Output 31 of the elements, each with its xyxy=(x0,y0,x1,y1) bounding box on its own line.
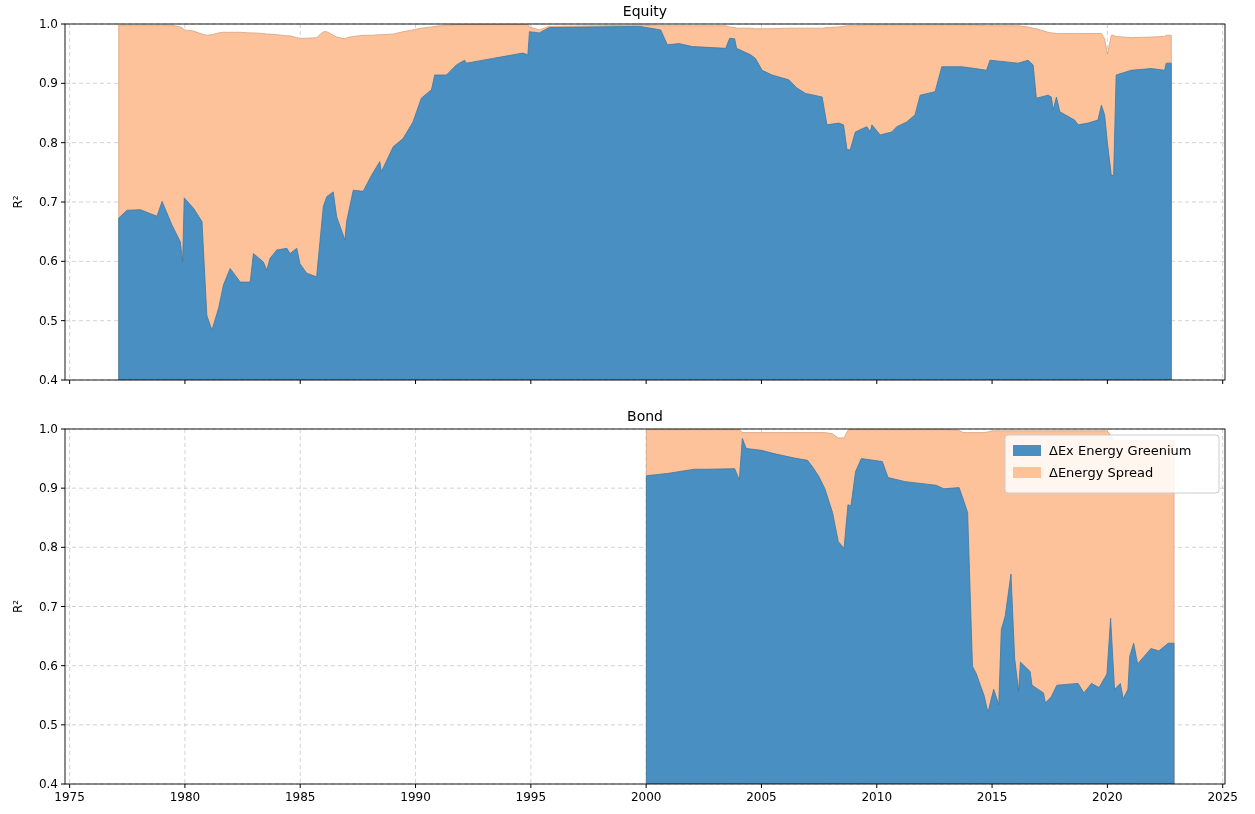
chart-title: Equity xyxy=(622,3,668,19)
y-tick-label: 1.0 xyxy=(38,17,58,31)
x-tick-label: 1985 xyxy=(284,790,316,804)
y-tick-label: 0.5 xyxy=(38,717,58,732)
x-tick-label: 1980 xyxy=(169,790,201,804)
x-tick-label: 2005 xyxy=(746,790,777,804)
y-tick-label: 0.4 xyxy=(38,373,58,387)
x-tick-label: 2020 xyxy=(1092,790,1123,804)
y-tick-label: 0.9 xyxy=(38,76,58,91)
y-axis-title: R² xyxy=(11,599,25,614)
x-tick-label: 2015 xyxy=(976,790,1008,804)
x-tick-label: 1995 xyxy=(515,790,547,804)
series-label: ΔEnergy Spread xyxy=(1049,465,1154,480)
x-tick-label: 2000 xyxy=(630,790,662,804)
y-tick-label: 0.6 xyxy=(38,254,58,269)
x-tick-label: 1990 xyxy=(400,790,431,804)
x-tick-label: 1975 xyxy=(54,790,85,804)
y-tick-label: 0.7 xyxy=(38,599,58,614)
y-tick-label: 0.7 xyxy=(38,195,58,209)
legend-label: ΔEx Energy Greenium xyxy=(1049,443,1192,458)
y-tick-label: 0.8 xyxy=(38,540,58,555)
y-tick-label: 1.0 xyxy=(38,422,58,436)
y-tick-label: 0.4 xyxy=(38,777,58,791)
x-tick-label: 2010 xyxy=(861,790,893,804)
y-tick-label: 0.5 xyxy=(38,313,58,328)
y-tick-label: 0.6 xyxy=(38,658,58,673)
chart-title: Bond xyxy=(627,408,663,424)
y-tick-label: 0.8 xyxy=(38,135,58,150)
x-tick-label: 2025 xyxy=(1207,790,1238,804)
y-axis-title: R² xyxy=(11,195,25,209)
y-tick-label: 0.9 xyxy=(38,481,58,496)
